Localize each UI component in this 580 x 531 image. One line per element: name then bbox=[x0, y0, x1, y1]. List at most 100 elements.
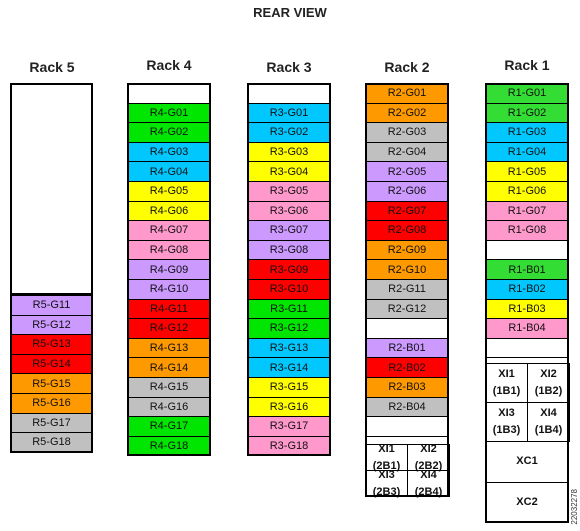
slot-r1-g04: R1-G04 bbox=[485, 141, 569, 163]
document-id: 22032278 bbox=[570, 489, 579, 525]
xc-module-xc2: XC2 bbox=[485, 481, 569, 523]
xi-module-xi1: XI1 (1B1) bbox=[485, 363, 528, 403]
rack-5: R5-G11 R5-G12 R5-G13 R5-G14 R5-G15 R5-G16 R5-G… bbox=[10, 0, 93, 531]
xi-port: (1B1) bbox=[492, 385, 521, 397]
slot-r2-g05: R2-G05 bbox=[365, 161, 449, 182]
slot-r1-b04: R1-B04 bbox=[485, 318, 569, 339]
slot-r1-g08: R1-G08 bbox=[485, 220, 569, 241]
slot-r3-g17: R3-G17 bbox=[247, 416, 331, 437]
slot-r3-g02: R3-G02 bbox=[247, 122, 331, 143]
xi-name: XI4 bbox=[420, 468, 437, 481]
slot-r1-g05: R1-G05 bbox=[485, 161, 569, 182]
empty-slot bbox=[485, 337, 569, 359]
xi-port: (2B1) bbox=[372, 459, 401, 472]
rack-label-1: Rack 1 bbox=[504, 57, 550, 73]
xi-name: XI4 bbox=[540, 407, 557, 419]
slot-r4-g02: R4-G02 bbox=[127, 122, 211, 143]
slot-r4-g15: R4-G15 bbox=[127, 377, 211, 398]
xi-name: XI1 bbox=[378, 442, 395, 455]
slot-r2-g08: R2-G08 bbox=[365, 220, 449, 241]
xi-module-xi4: XI4 (1B4) bbox=[527, 402, 570, 442]
slot-r4-g03: R4-G03 bbox=[127, 141, 211, 163]
slot-r2-g07: R2-G07 bbox=[365, 200, 449, 222]
slot-r1-b01: R1-B01 bbox=[485, 259, 569, 280]
slot-r4-g18: R4-G18 bbox=[127, 435, 211, 457]
slot-r2-g02: R2-G02 bbox=[365, 102, 449, 124]
xc-module-xc1: XC1 bbox=[485, 441, 569, 483]
slot-r2-b03: R2-B03 bbox=[365, 377, 449, 398]
slot-r1-b02: R1-B02 bbox=[485, 279, 569, 300]
slot-r3-g13: R3-G13 bbox=[247, 337, 331, 359]
slot-r1-g06: R1-G06 bbox=[485, 181, 569, 202]
slot-r3-g15: R3-G15 bbox=[247, 377, 331, 398]
xi-port: (2B3) bbox=[372, 485, 401, 498]
slot-r2-b04: R2-B04 bbox=[365, 396, 449, 418]
slot-r3-g03: R3-G03 bbox=[247, 141, 331, 163]
empty-slot bbox=[127, 83, 211, 104]
rack-4: R4-G01 R4-G02 R4-G03 R4-G04 R4-G05 R4-G06 R4-G… bbox=[127, 0, 211, 531]
empty-slot bbox=[247, 83, 331, 104]
xi-name: XI3 bbox=[378, 468, 395, 481]
slot-r1-g02: R1-G02 bbox=[485, 102, 569, 124]
xi-port: (1B2) bbox=[534, 385, 563, 397]
xi-port: (1B3) bbox=[492, 424, 521, 436]
slot-r5-g16: R5-G16 bbox=[10, 393, 93, 414]
rack-3: R3-G01 R3-G02 R3-G03 R3-G04 R3-G05 R3-G06 R3-G… bbox=[247, 0, 331, 531]
xi-module-xi3: XI3 (1B3) bbox=[485, 402, 528, 442]
xi-module-xi2: XI2 (1B2) bbox=[527, 363, 570, 403]
slot-r1-g01: R1-G01 bbox=[485, 83, 569, 104]
rack-2: R2-G01 R2-G02 R2-G03 R2-G04 R2-G05 R2-G06 R2-G… bbox=[365, 0, 450, 531]
slot-r1-g07: R1-G07 bbox=[485, 200, 569, 222]
slot-r1-g03: R1-G03 bbox=[485, 122, 569, 143]
slot-r3-g01: R3-G01 bbox=[247, 102, 331, 124]
slot-r2-g04: R2-G04 bbox=[365, 141, 449, 163]
slot-r4-g12: R4-G12 bbox=[127, 318, 211, 339]
slot-r3-g14: R3-G14 bbox=[247, 357, 331, 378]
slot-r4-g04: R4-G04 bbox=[127, 161, 211, 182]
rack-label-2: Rack 2 bbox=[384, 59, 430, 75]
slot-r5-g14: R5-G14 bbox=[10, 353, 93, 375]
slot-r4-g05: R4-G05 bbox=[127, 181, 211, 202]
empty-slot bbox=[365, 416, 449, 437]
xi-name: XI3 bbox=[498, 407, 515, 419]
slot-r4-g06: R4-G06 bbox=[127, 200, 211, 222]
xi-module-xi3: XI3 (2B3) bbox=[365, 468, 408, 498]
slot-r5-g12: R5-G12 bbox=[10, 314, 93, 336]
slot-r2-g03: R2-G03 bbox=[365, 122, 449, 143]
slot-r4-g16: R4-G16 bbox=[127, 396, 211, 418]
xi-module-xi4: XI4 (2B4) bbox=[407, 468, 450, 498]
slot-r2-g06: R2-G06 bbox=[365, 181, 449, 202]
slot-r2-g01: R2-G01 bbox=[365, 83, 449, 104]
slot-r3-g18: R3-G18 bbox=[247, 435, 331, 457]
xi-port: (2B4) bbox=[414, 485, 443, 498]
slot-r4-g09: R4-G09 bbox=[127, 259, 211, 280]
slot-r5-g11: R5-G11 bbox=[10, 295, 93, 316]
empty-slot bbox=[485, 239, 569, 261]
slot-r1-b03: R1-B03 bbox=[485, 298, 569, 320]
empty-rack-space bbox=[10, 83, 93, 295]
slot-r5-g13: R5-G13 bbox=[10, 334, 93, 355]
slot-r2-g10: R2-G10 bbox=[365, 259, 449, 280]
slot-r4-g10: R4-G10 bbox=[127, 279, 211, 300]
slot-r3-g06: R3-G06 bbox=[247, 200, 331, 222]
slot-r5-g17: R5-G17 bbox=[10, 412, 93, 434]
slot-r4-g11: R4-G11 bbox=[127, 298, 211, 320]
slot-r3-g16: R3-G16 bbox=[247, 396, 331, 418]
xi-name: XI2 bbox=[420, 442, 437, 455]
empty-slot bbox=[365, 318, 449, 339]
slot-r4-g08: R4-G08 bbox=[127, 239, 211, 261]
rack-label-5: Rack 5 bbox=[29, 59, 75, 75]
slot-r4-g14: R4-G14 bbox=[127, 357, 211, 378]
slot-r2-g12: R2-G12 bbox=[365, 298, 449, 320]
xi-name: XI2 bbox=[540, 368, 557, 380]
rack-label-3: Rack 3 bbox=[266, 59, 312, 75]
xi-port: (1B4) bbox=[534, 424, 563, 436]
slot-r3-g04: R3-G04 bbox=[247, 161, 331, 182]
slot-r5-g15: R5-G15 bbox=[10, 373, 93, 394]
slot-r3-g09: R3-G09 bbox=[247, 259, 331, 280]
slot-r2-b02: R2-B02 bbox=[365, 357, 449, 378]
slot-r4-g17: R4-G17 bbox=[127, 416, 211, 437]
slot-r4-g01: R4-G01 bbox=[127, 102, 211, 124]
slot-r4-g13: R4-G13 bbox=[127, 337, 211, 359]
slot-r5-g18: R5-G18 bbox=[10, 432, 93, 453]
